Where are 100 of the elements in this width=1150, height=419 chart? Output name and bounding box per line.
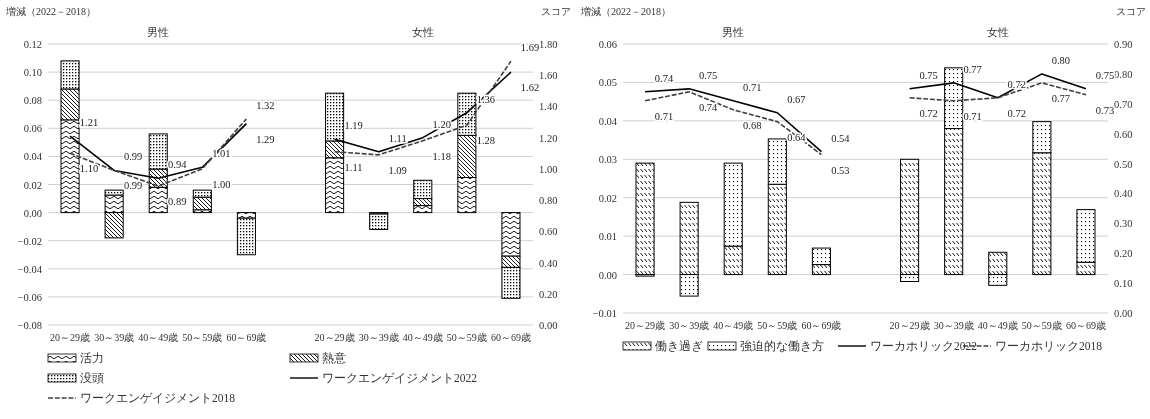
y-tick-label: −0.08 bbox=[17, 320, 42, 331]
label: 1.62 bbox=[520, 82, 540, 94]
x-tick-label: 50～59歳 bbox=[446, 332, 487, 343]
y-tick-label: −0.01 bbox=[592, 308, 617, 319]
y2-axis-title: スコア bbox=[541, 6, 571, 17]
x-tick-label: 50～59歳 bbox=[182, 332, 223, 343]
label: 0.71 bbox=[963, 110, 982, 122]
label: 1.69 bbox=[520, 42, 540, 54]
y-tick-label: 0.08 bbox=[23, 95, 42, 107]
y-tick-label: −0.04 bbox=[17, 263, 43, 275]
label: 1.19 bbox=[344, 120, 363, 132]
label: 1.10 bbox=[79, 163, 99, 175]
y2-tick-label: 0.60 bbox=[1114, 128, 1133, 140]
y2-tick-label: 1.60 bbox=[539, 70, 558, 82]
label: 0.54 bbox=[831, 132, 850, 144]
x-tick-label: 50～59歳 bbox=[757, 320, 798, 331]
x-tick-label: 60～69歳 bbox=[226, 332, 267, 343]
legend-label: 働き過ぎ bbox=[655, 340, 703, 353]
label: 0.75 bbox=[919, 69, 938, 81]
x-tick-label: 40～49歳 bbox=[138, 332, 179, 343]
legend-label: 活力 bbox=[80, 352, 104, 364]
y-tick-label: 0.04 bbox=[598, 115, 618, 127]
label: 0.99 bbox=[123, 151, 143, 163]
y-tick-label: 0.06 bbox=[23, 123, 42, 135]
y-tick-label: −0.02 bbox=[17, 235, 42, 247]
y2-tick-label: 0.80 bbox=[539, 195, 558, 207]
label: 1.11 bbox=[344, 161, 363, 173]
y-tick-label: 0.12 bbox=[23, 39, 42, 50]
y2-axis-title: スコア bbox=[1116, 6, 1146, 17]
x-tick-label: 40～49歳 bbox=[713, 320, 754, 331]
y-tick-label: 0.00 bbox=[598, 269, 617, 281]
label: 0.80 bbox=[1051, 54, 1071, 66]
y2-tick-label: 1.40 bbox=[539, 101, 558, 113]
y-tick-label: 0.01 bbox=[598, 231, 617, 243]
y2-tick-label: 0.00 bbox=[1114, 308, 1133, 319]
label: 0.74 bbox=[698, 101, 718, 113]
text: 女性 bbox=[986, 27, 1009, 38]
label: 1.00 bbox=[212, 178, 231, 190]
x-tick-label: 60～69歳 bbox=[1065, 320, 1106, 331]
label: 0.53 bbox=[831, 164, 850, 176]
x-tick-label: 30～39歳 bbox=[933, 320, 974, 331]
y2-tick-label: 0.30 bbox=[1114, 218, 1133, 230]
label: 1.28 bbox=[476, 135, 496, 147]
x-tick-label: 20～29歳 bbox=[625, 320, 666, 331]
legend-label: 強迫的な働き方 bbox=[740, 339, 824, 353]
x-tick-label: 50～59歳 bbox=[1021, 320, 1062, 331]
label: 1.29 bbox=[256, 133, 275, 145]
y-axis-title: 増減（2022－2018） bbox=[5, 6, 96, 17]
text: 女性 bbox=[411, 27, 434, 38]
y2-tick-label: 1.00 bbox=[539, 163, 558, 175]
label: 1.32 bbox=[256, 99, 275, 111]
label: 0.77 bbox=[963, 63, 982, 75]
x-tick-label: 20～29歳 bbox=[314, 332, 355, 343]
label: 0.68 bbox=[743, 119, 762, 131]
label: 1.11 bbox=[388, 132, 407, 144]
y2-tick-label: 0.60 bbox=[539, 226, 558, 238]
label: 0.75 bbox=[1095, 69, 1115, 81]
y-tick-label: 0.03 bbox=[598, 154, 617, 166]
y2-tick-label: 0.40 bbox=[1114, 188, 1133, 200]
y2-tick-label: 0.80 bbox=[1114, 68, 1133, 80]
label: 0.75 bbox=[698, 69, 718, 81]
label: 1.18 bbox=[432, 150, 451, 162]
y-tick-label: 0.00 bbox=[23, 207, 42, 219]
legend-label: ワーカホリック2018 bbox=[995, 340, 1103, 352]
legend-label: 没頭 bbox=[80, 372, 104, 384]
y-axis-title: 増減（2022－2018） bbox=[580, 6, 671, 17]
label: 0.71 bbox=[743, 81, 762, 93]
legend-label: 熱意 bbox=[322, 352, 346, 364]
y-tick-label: 0.04 bbox=[23, 151, 43, 163]
label: 0.77 bbox=[1051, 92, 1071, 104]
label: 1.21 bbox=[79, 117, 99, 129]
x-tick-label: 30～39歳 bbox=[94, 332, 135, 343]
y-tick-label: 0.02 bbox=[598, 192, 617, 204]
y-tick-label: 0.06 bbox=[598, 39, 617, 50]
y2-tick-label: 0.10 bbox=[1114, 278, 1133, 290]
x-tick-label: 40～49歳 bbox=[977, 320, 1018, 331]
x-tick-label: 30～39歳 bbox=[358, 332, 399, 343]
x-tick-label: 20～29歳 bbox=[889, 320, 930, 331]
x-tick-label: 20～29歳 bbox=[50, 332, 91, 343]
legend-label: ワークエンゲイジメント2018 bbox=[80, 392, 236, 404]
y-tick-label: 0.10 bbox=[23, 67, 42, 79]
label: 0.99 bbox=[123, 180, 143, 192]
text: 男性 bbox=[722, 27, 745, 38]
label: 0.72 bbox=[919, 107, 938, 119]
x-tick-label: 40～49歳 bbox=[402, 332, 443, 343]
x-tick-label: 60～69歳 bbox=[801, 320, 842, 331]
label: 0.94 bbox=[168, 159, 187, 171]
legend-label: ワークエンゲイジメント2022 bbox=[322, 372, 478, 384]
x-tick-label: 60～69歳 bbox=[490, 332, 531, 343]
y2-tick-label: 0.70 bbox=[1114, 98, 1133, 110]
y-tick-label: 0.02 bbox=[23, 179, 42, 191]
y2-tick-label: 0.90 bbox=[1114, 39, 1133, 50]
label: 0.73 bbox=[1095, 104, 1115, 116]
label: 0.71 bbox=[654, 110, 674, 122]
y2-tick-label: 0.00 bbox=[539, 320, 558, 331]
y2-tick-label: 1.20 bbox=[539, 132, 558, 144]
label: 1.09 bbox=[388, 164, 407, 176]
y-tick-label: −0.06 bbox=[17, 291, 42, 303]
legend-label: ワーカホリック2022 bbox=[870, 340, 978, 352]
label: 0.89 bbox=[168, 196, 187, 208]
